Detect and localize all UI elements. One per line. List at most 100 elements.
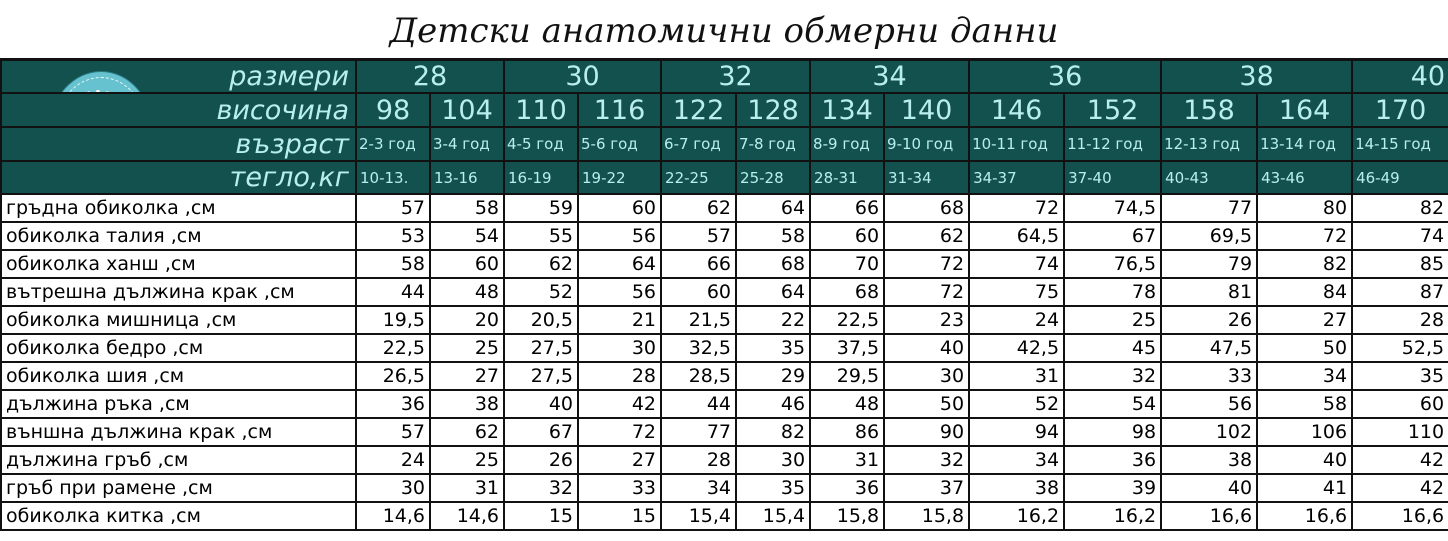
age-header: 9-10 год <box>883 126 971 162</box>
measurement-value: 72 <box>883 277 971 307</box>
measurement-value: 69,5 <box>1160 221 1259 251</box>
measurement-value: 64 <box>577 249 663 279</box>
measurement-value: 19,5 <box>355 305 431 335</box>
size-header: 34 <box>809 58 971 94</box>
measurement-value: 25 <box>1063 305 1163 335</box>
age-header: 4-5 год <box>503 126 580 162</box>
measurement-value: 94 <box>968 417 1066 447</box>
measurement-name: дължина ръка ,см <box>0 389 357 419</box>
measurement-value: 67 <box>503 417 580 447</box>
age-header: 10-11 год <box>968 126 1066 162</box>
age-header: 2-3 год <box>355 126 431 162</box>
measurement-value: 56 <box>1160 389 1259 419</box>
measurement-value: 36 <box>809 473 886 503</box>
size-header: 36 <box>968 58 1163 94</box>
measurement-value: 74,5 <box>1063 193 1163 223</box>
table-row: гръб при рамене ,см 30 31 32 33 34 35 36 37 38 39 4… <box>0 473 1448 503</box>
measurement-value: 85 <box>1351 249 1448 279</box>
table-row: обиколка китка ,см 14,6 14,6 15 15 15,4 15,4 15… <box>0 501 1448 531</box>
measurement-value: 106 <box>1256 417 1354 447</box>
measurement-value: 64 <box>735 193 812 223</box>
measurement-value: 50 <box>1256 333 1354 363</box>
measurement-value: 20 <box>428 305 506 335</box>
age-header: 7-8 год <box>735 126 812 162</box>
measurement-value: 31 <box>428 473 506 503</box>
measurement-value: 46 <box>735 389 812 419</box>
height-header: 146 <box>968 92 1066 128</box>
measurement-value: 31 <box>968 361 1066 391</box>
measurement-value: 20,5 <box>503 305 580 335</box>
measurement-value: 68 <box>735 249 812 279</box>
measurement-value: 41 <box>1256 473 1354 503</box>
measurement-name: гръдна обиколка ,см <box>0 193 357 223</box>
table-row: вътрешна дължина крак ,см 44 48 52 56 60 64 68 7… <box>0 277 1448 307</box>
measurement-value: 81 <box>1160 277 1259 307</box>
measurement-value: 16,6 <box>1351 501 1448 531</box>
table-row: височина 98 104 110 116 122 128 134 140 146 152 158… <box>0 92 1448 128</box>
measurement-value: 25 <box>428 333 506 363</box>
measurement-value: 21 <box>577 305 663 335</box>
measurement-name: дължина гръб ,см <box>0 445 357 475</box>
table-row: размери 28 30 32 34 36 38 40 <box>0 58 1448 94</box>
weight-label: тегло,кг <box>0 160 357 195</box>
age-header: 13-14 год <box>1256 126 1354 162</box>
measurement-value: 37 <box>883 473 971 503</box>
measurement-value: 54 <box>1063 389 1163 419</box>
measurement-value: 22 <box>735 305 812 335</box>
measurement-value: 62 <box>660 193 738 223</box>
size-header: 38 <box>1160 58 1354 94</box>
measurement-value: 38 <box>1160 445 1259 475</box>
measurement-value: 33 <box>1160 361 1259 391</box>
size-header: 28 <box>354 58 506 94</box>
measurement-value: 27,5 <box>503 333 580 363</box>
measurement-value: 15 <box>577 501 663 531</box>
measurement-value: 37,5 <box>809 333 886 363</box>
measurement-value: 68 <box>883 193 971 223</box>
height-header: 170 <box>1351 92 1448 128</box>
weight-header: 43-46 <box>1256 160 1354 195</box>
measurement-value: 53 <box>355 221 431 251</box>
weight-header: 31-34 <box>883 160 971 195</box>
measurement-value: 57 <box>355 193 431 223</box>
table-row: обиколка мишница ,см 19,5 20 20,5 21 21,5 22 22… <box>0 305 1448 335</box>
measurement-name: обиколка ханш ,см <box>0 249 357 279</box>
measurement-value: 35 <box>1351 361 1448 391</box>
measurement-value: 59 <box>503 193 580 223</box>
measurement-value: 24 <box>968 305 1066 335</box>
measurement-value: 110 <box>1351 417 1448 447</box>
height-header: 140 <box>883 92 971 128</box>
page-title: Детски анатомични обмерни данни <box>389 11 1059 51</box>
weight-header: 16-19 <box>503 160 580 195</box>
measurement-value: 58 <box>428 193 506 223</box>
sizes-label: размери <box>229 61 349 92</box>
measurement-value: 36 <box>355 389 431 419</box>
measurement-value: 56 <box>577 277 663 307</box>
measurement-value: 24 <box>355 445 431 475</box>
measurement-value: 30 <box>883 361 971 391</box>
measurement-value: 16,6 <box>1160 501 1259 531</box>
measurement-value: 27,5 <box>503 361 580 391</box>
measurement-value: 74 <box>968 249 1066 279</box>
measurement-value: 52 <box>968 389 1066 419</box>
measurement-value: 44 <box>660 389 738 419</box>
measurement-value: 16,2 <box>1063 501 1163 531</box>
measurement-value: 30 <box>577 333 663 363</box>
measurement-value: 26,5 <box>355 361 431 391</box>
measurement-value: 82 <box>1256 249 1354 279</box>
measurement-value: 26 <box>1160 305 1259 335</box>
measurement-value: 29,5 <box>809 361 886 391</box>
measurement-value: 29 <box>735 361 812 391</box>
measurement-value: 60 <box>577 193 663 223</box>
weight-header: 25-28 <box>735 160 812 195</box>
measurement-value: 28,5 <box>660 361 738 391</box>
table-row: дължина гръб ,см 24 25 26 27 28 30 31 32 34 36 38 40… <box>0 445 1448 475</box>
measurement-value: 64,5 <box>968 221 1066 251</box>
measurement-value: 52 <box>503 277 580 307</box>
measurement-value: 32,5 <box>660 333 738 363</box>
measurement-value: 62 <box>883 221 971 251</box>
measurement-value: 16,6 <box>1256 501 1354 531</box>
measurement-value: 98 <box>1063 417 1163 447</box>
measurement-name: обиколка талия ,см <box>0 221 357 251</box>
measurement-value: 30 <box>355 473 431 503</box>
height-header: 128 <box>735 92 812 128</box>
